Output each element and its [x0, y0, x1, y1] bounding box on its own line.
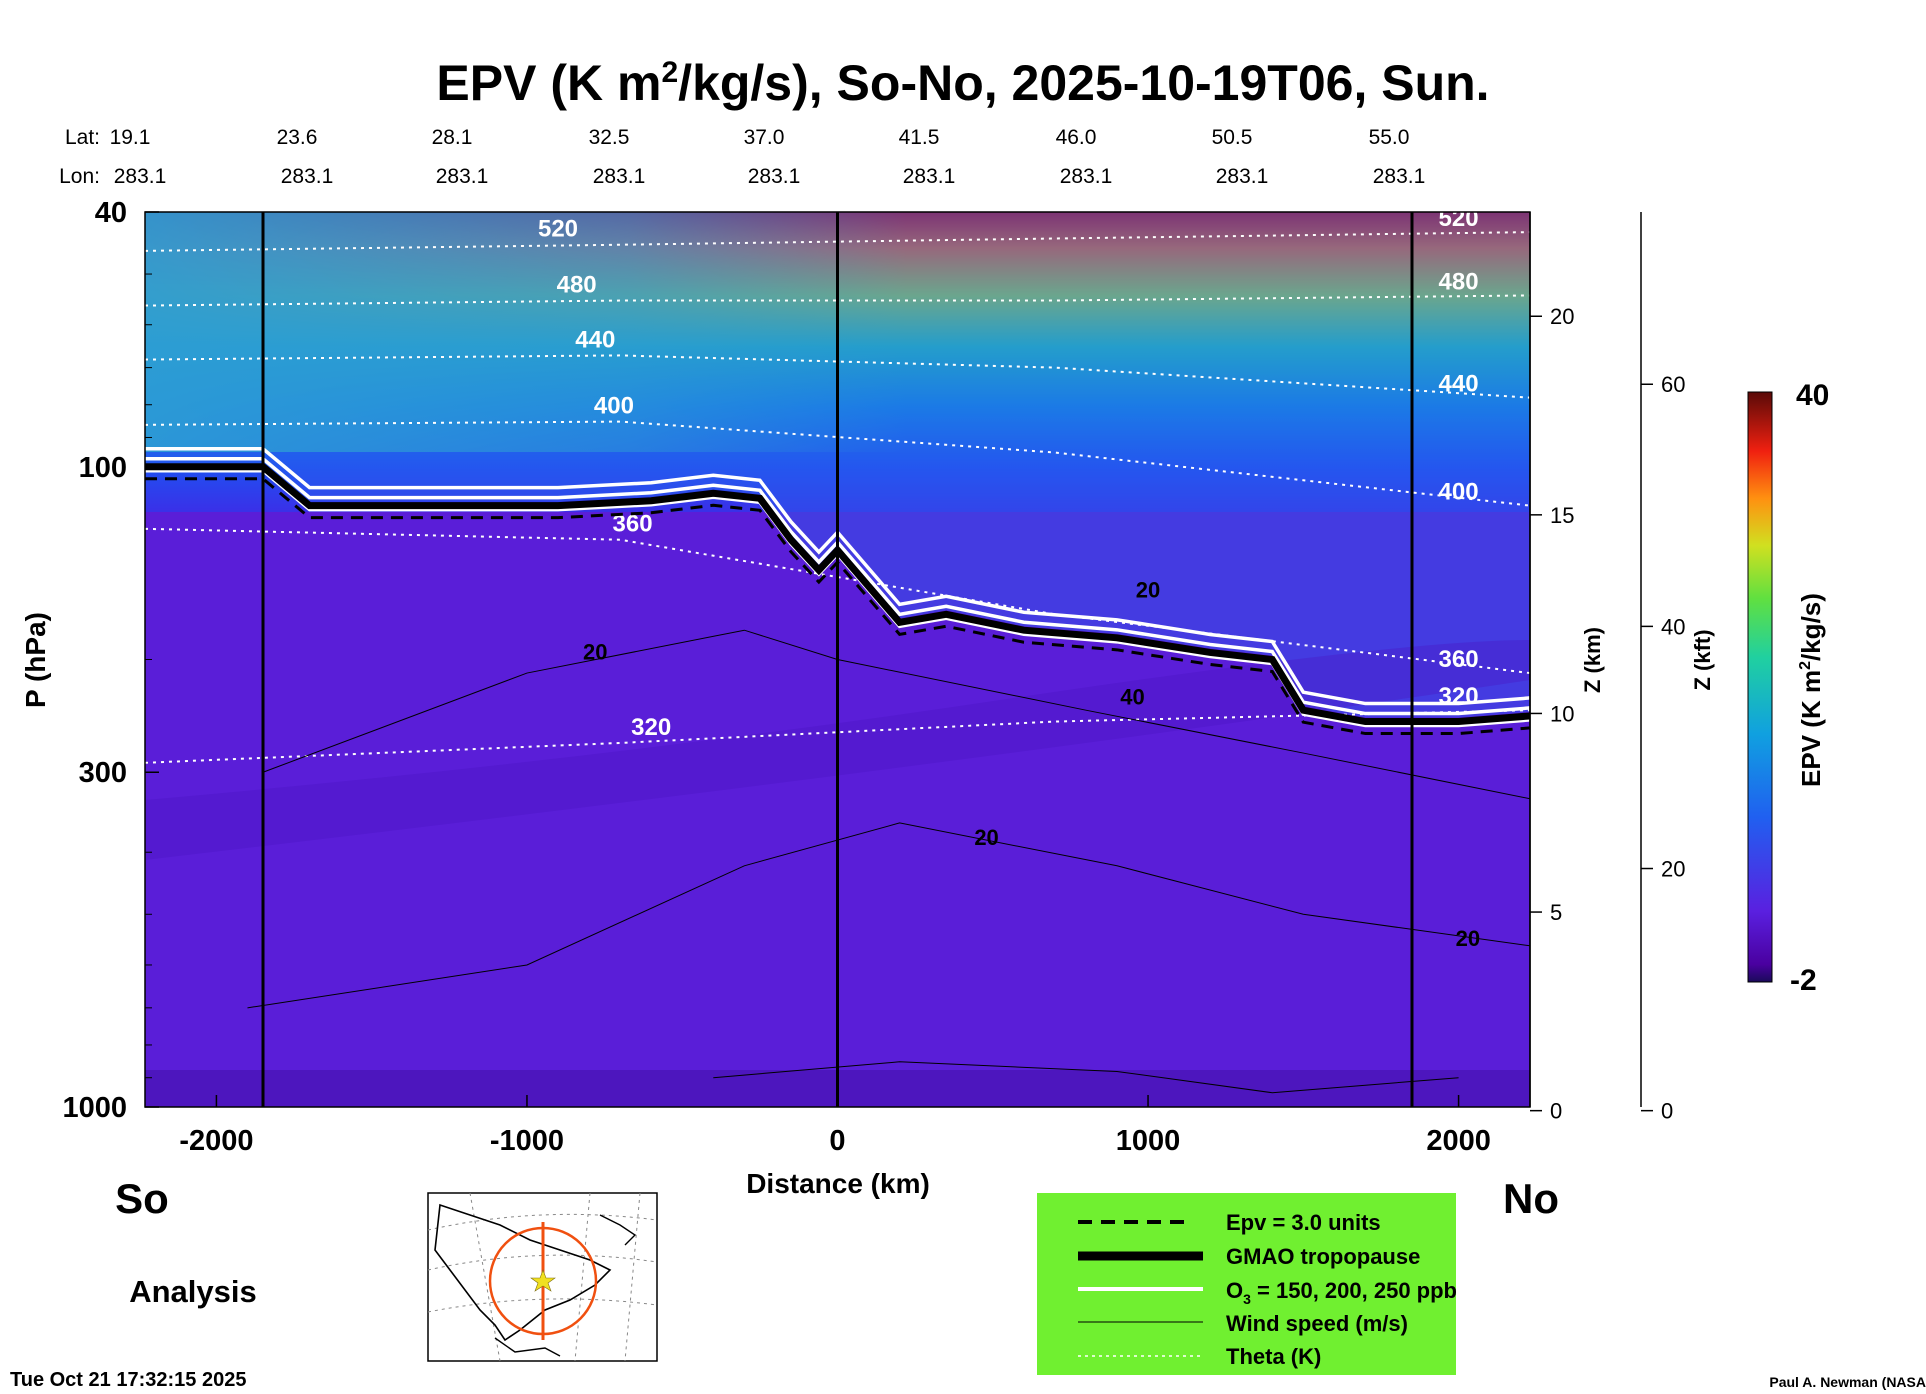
lon-value: 283.1 [1373, 165, 1426, 188]
theta-contour-label: 440 [575, 326, 615, 353]
legend-entry-ozone: O3 = 150, 200, 250 ppb [1226, 1278, 1457, 1307]
lat-value: 28.1 [432, 126, 473, 149]
z-kft-axis-title: Z (kft) [1690, 629, 1715, 690]
z-km-tick-label: 0 [1550, 1099, 1562, 1124]
colorbar-ramp [1747, 391, 1773, 983]
x-axis-title: Distance (km) [746, 1168, 930, 1199]
epv-3-contour [145, 477, 1530, 736]
analysis-label: Analysis [129, 1274, 257, 1309]
lon-header-label: Lon: [59, 165, 100, 188]
z-km-tick-label: 10 [1550, 701, 1574, 726]
legend-entry-epv: Epv = 3.0 units [1226, 1210, 1381, 1235]
theta-contour-label: 520 [538, 216, 578, 243]
tropopause-line [145, 463, 1530, 726]
theta-contour-label: 360 [1439, 646, 1479, 673]
lon-value: 283.1 [748, 165, 801, 188]
z-km-tick-label: 20 [1550, 304, 1574, 329]
colorbar-min-label: -2 [1790, 964, 1817, 997]
ozone-contour [145, 457, 1530, 716]
z-kft-tick-label: 0 [1661, 1099, 1673, 1124]
y-tick-label: 40 [95, 197, 127, 229]
y-axis-title: P (hPa) [20, 612, 51, 708]
lon-value: 283.1 [281, 165, 334, 188]
x-tick-label: -1000 [490, 1125, 564, 1157]
axes: -2000 -1000 0 1000 2000 40 100 300 1000 0 5 10 15 20 0… [62, 197, 1685, 1157]
lat-lon-row: 19.1 23.6 28.1 32.5 37.0 41.5 46.0 50.5 55.0 283.… [110, 126, 1426, 188]
south-label: So [115, 1175, 169, 1222]
wind-speed-label: 20 [1136, 577, 1160, 602]
x-tick-label: -2000 [179, 1125, 253, 1157]
wind-speed-label: 20 [974, 825, 998, 850]
lon-value: 283.1 [114, 165, 167, 188]
wind-speed-label: 20 [1456, 926, 1480, 951]
lat-value: 19.1 [110, 126, 151, 149]
lat-value: 55.0 [1369, 126, 1410, 149]
legend-entry-tropopause: GMAO tropopause [1226, 1244, 1420, 1269]
theta-contour-label: 320 [1439, 683, 1479, 710]
wind-speed-contour [247, 822, 1530, 1009]
legend-swatches [1078, 1220, 1203, 1357]
x-tick-label: 0 [829, 1125, 845, 1157]
x-tick-label: 1000 [1116, 1125, 1181, 1157]
map-coastline [434, 1203, 612, 1342]
chart-title: EPV (K m2/kg/s), So-No, 2025-10-19T06, S… [436, 55, 1489, 111]
lon-value: 283.1 [1216, 165, 1269, 188]
z-kft-tick-label: 60 [1661, 372, 1685, 397]
y-tick-label: 1000 [62, 1092, 127, 1124]
lat-header-label: Lat: [65, 126, 100, 149]
north-label: No [1503, 1175, 1559, 1222]
z-kft-tick-label: 20 [1661, 857, 1685, 882]
lat-value: 46.0 [1056, 126, 1097, 149]
theta-contour-label: 520 [1439, 205, 1479, 232]
z-km-tick-label: 15 [1550, 503, 1574, 528]
lat-value: 41.5 [899, 126, 940, 149]
theta-contour-label: 480 [1439, 268, 1479, 295]
y-tick-label: 100 [79, 452, 127, 484]
map-center-star [530, 1269, 556, 1292]
lat-value: 23.6 [277, 126, 318, 149]
theta-contour-label: 400 [594, 393, 634, 420]
wind-speed-label: 40 [1120, 684, 1144, 709]
legend: Epv = 3.0 units GMAO tropopause O3 = 150… [1037, 1193, 1457, 1375]
x-tick-label: 2000 [1426, 1125, 1491, 1157]
lon-value: 283.1 [436, 165, 489, 188]
theta-contour-label: 400 [1439, 479, 1479, 506]
colorbar: 40 -2 EPV (K m2/kg/s) [1747, 379, 1829, 997]
theta-contour-label: 320 [631, 714, 671, 741]
theta-contour-label: 440 [1439, 371, 1479, 398]
lat-value: 50.5 [1212, 126, 1253, 149]
y-tick-label: 300 [79, 757, 127, 789]
locator-map [427, 1192, 658, 1362]
timestamp: Tue Oct 21 17:32:15 2025 [10, 1369, 246, 1391]
legend-entry-wind: Wind speed (m/s) [1226, 1311, 1408, 1336]
lon-value: 283.1 [593, 165, 646, 188]
credit: Paul A. Newman (NASA [1769, 1374, 1926, 1390]
theta-contour-label: 480 [557, 272, 597, 299]
z-km-axis-title: Z (km) [1580, 627, 1605, 693]
lat-value: 32.5 [589, 126, 630, 149]
lon-value: 283.1 [903, 165, 956, 188]
ozone-contour [145, 447, 1530, 706]
legend-entry-theta: Theta (K) [1226, 1344, 1321, 1369]
z-kft-tick-label: 40 [1661, 614, 1685, 639]
wind-speed-label: 20 [583, 640, 607, 665]
lon-value: 283.1 [1060, 165, 1113, 188]
map-graticule [427, 1192, 658, 1362]
lat-value: 37.0 [744, 126, 785, 149]
z-km-tick-label: 5 [1550, 900, 1562, 925]
colorbar-max-label: 40 [1796, 379, 1829, 412]
colorbar-title: EPV (K m2/kg/s) [1796, 593, 1826, 787]
